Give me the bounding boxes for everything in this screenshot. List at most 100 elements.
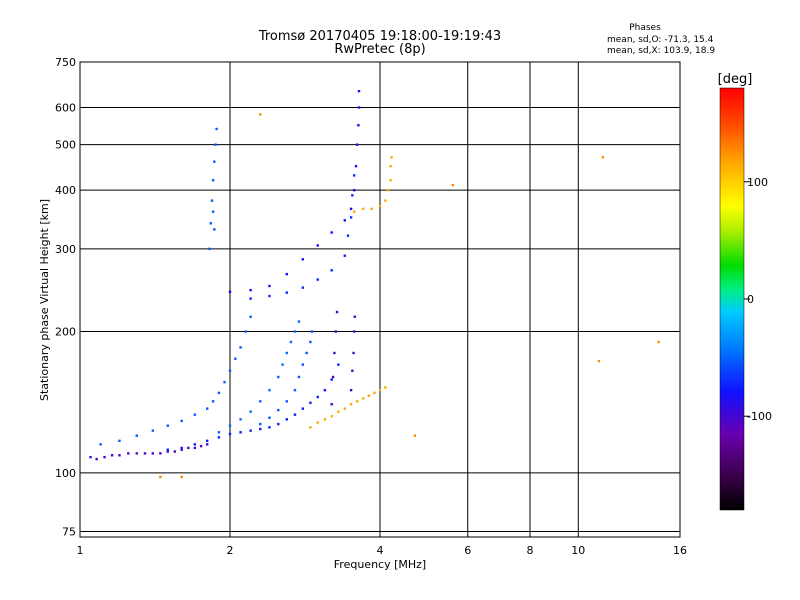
colorbar-ticks: 100 0 -100 [744, 176, 772, 423]
data-point [349, 388, 353, 392]
data-point [337, 410, 340, 413]
data-point [354, 164, 358, 168]
x-axis-label: Frequency [MHz] [334, 558, 426, 571]
chart-subtitle: RwPretec (8p) [334, 42, 425, 57]
x-tick-label: 4 [377, 544, 384, 557]
x-tick-label: 10 [571, 544, 585, 557]
data-point [355, 400, 359, 403]
plot-area: 1 2 4 6 8 10 16 75 100 200 300 400 500 600 750 [55, 56, 687, 557]
data-point [309, 340, 312, 344]
data-point [334, 330, 337, 333]
data-point [118, 439, 121, 443]
data-point [151, 452, 155, 455]
x-tick-label: 16 [673, 544, 687, 557]
data-point [343, 254, 347, 257]
data-point [657, 340, 660, 344]
data-point [335, 310, 339, 314]
data-point [316, 244, 319, 247]
y-tick-label: 300 [55, 243, 76, 256]
y-tick-label: 400 [55, 184, 76, 197]
data-point [349, 207, 353, 211]
data-point [378, 388, 382, 392]
data-point [352, 210, 356, 213]
data-point [309, 426, 312, 429]
data-point [384, 386, 387, 389]
data-point [277, 422, 280, 426]
data-point [346, 234, 350, 237]
data-point [351, 194, 354, 197]
data-point [211, 400, 215, 403]
chart-title: Tromsø 20170405 19:18:00-19:19:43 [258, 29, 501, 44]
data-point [239, 431, 242, 434]
data-point [215, 127, 218, 131]
data-point [389, 164, 392, 168]
x-tick-label: 1 [77, 544, 84, 557]
data-point [268, 284, 271, 288]
colorbar-tick-label: 100 [747, 176, 768, 189]
data-point [89, 455, 92, 459]
x-tick-labels: 1 2 4 6 8 10 16 [77, 544, 688, 557]
data-point [352, 174, 356, 177]
data-point [330, 269, 333, 272]
data-point [159, 475, 162, 479]
data-point [297, 375, 301, 379]
data-point [305, 351, 308, 355]
y-tick-label: 75 [62, 525, 76, 538]
data-point [337, 363, 340, 366]
data-point [301, 258, 305, 261]
data-point [285, 351, 288, 355]
data-point [143, 452, 147, 455]
data-point [285, 418, 288, 421]
data-point [355, 143, 359, 146]
data-point [166, 424, 169, 427]
data-point [349, 403, 353, 406]
data-point [386, 188, 390, 192]
y-tick-label: 600 [55, 101, 76, 114]
data-point [159, 452, 162, 455]
data-point [213, 160, 216, 163]
x-tick-label: 2 [227, 544, 234, 557]
data-point [217, 436, 221, 439]
data-point [180, 446, 183, 450]
data-point [205, 443, 209, 446]
data-point [259, 422, 262, 426]
data-point [205, 407, 209, 410]
data-point [193, 443, 197, 446]
data-point [352, 330, 356, 333]
data-point [349, 216, 353, 219]
data-point [323, 418, 327, 421]
data-point [297, 320, 301, 323]
data-point [373, 391, 376, 395]
data-point [268, 294, 271, 298]
data-point [333, 351, 336, 355]
data-point [451, 183, 455, 187]
data-point [166, 450, 169, 453]
data-point [285, 291, 288, 294]
data-point [281, 363, 284, 366]
data-point [110, 454, 114, 457]
data-point [180, 419, 183, 423]
data-point [249, 288, 252, 292]
colorbar-tick-label: -100 [747, 410, 772, 423]
data-point [223, 380, 226, 384]
data-point [244, 330, 247, 333]
data-point [208, 247, 211, 251]
data-point [127, 452, 130, 455]
x-tick-label: 6 [464, 544, 471, 557]
colorbar: [deg] 100 0 -100 [718, 72, 772, 511]
data-point [309, 401, 312, 404]
data-point [209, 222, 212, 225]
stats-title: Phases [629, 23, 661, 33]
data-point [259, 113, 262, 116]
y-tick-label: 500 [55, 139, 76, 152]
data-point [135, 434, 138, 437]
data-point [390, 156, 393, 159]
data-point [95, 457, 98, 461]
y-tick-label: 200 [55, 326, 76, 339]
data-point [180, 475, 183, 479]
data-point [205, 439, 209, 443]
data-point [370, 207, 373, 211]
data-point [601, 156, 605, 159]
data-point [285, 272, 288, 276]
data-point [268, 426, 271, 429]
